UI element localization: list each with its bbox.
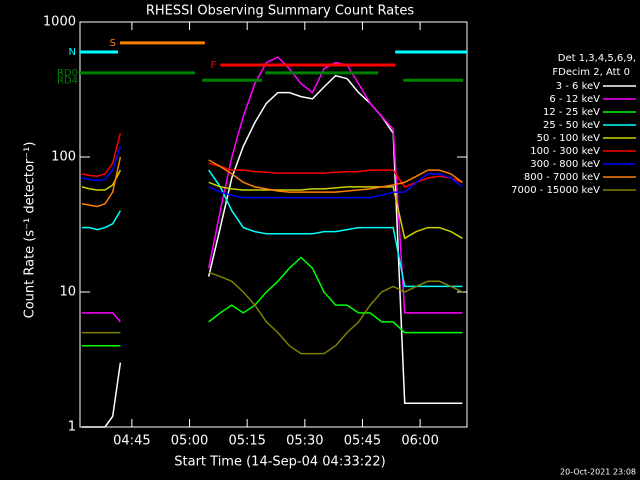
series-line (208, 162, 463, 188)
x-tick-label: 05:15 (228, 434, 265, 449)
series-line (81, 146, 122, 182)
series-line (81, 362, 122, 428)
x-tick-label: 04:45 (113, 434, 150, 449)
y-tick-label: 1000 (43, 15, 76, 30)
flag-label: N (69, 47, 76, 58)
flag-label: RD4 (57, 75, 78, 86)
series-line (208, 256, 463, 334)
legend-label: 7000 - 15000 keV (511, 185, 600, 196)
series-line (208, 181, 463, 240)
x-tick-label: 05:30 (286, 434, 323, 449)
plot-frame (79, 21, 468, 428)
series-line (208, 271, 463, 355)
timestamp: 20-Oct-2021 23:08 (560, 468, 636, 477)
series-line (207, 74, 463, 404)
legend-label: 50 - 100 keV (537, 133, 601, 144)
y-tick-label: 100 (51, 150, 76, 165)
y-tick-label: 1 (68, 420, 76, 435)
x-tick-label: 06:00 (401, 434, 438, 449)
legend-label: 800 - 7000 keV (524, 172, 600, 183)
y-tick-label: 10 (59, 285, 76, 300)
series-line (207, 56, 463, 314)
series-line (81, 133, 122, 178)
legend-label: 25 - 50 keV (543, 120, 600, 131)
legend-header: Det 1,3,4,5,6,9, (558, 53, 636, 64)
legend-label: 3 - 6 keV (556, 81, 600, 92)
legend-label: 12 - 25 keV (543, 107, 600, 118)
series-line (208, 159, 463, 193)
chart-title: RHESSI Observing Summary Count Rates (146, 4, 415, 19)
legend-label: 300 - 800 keV (530, 159, 600, 170)
legend-label: 6 - 12 keV (549, 94, 600, 105)
series-line (81, 169, 122, 191)
series-line (208, 169, 463, 288)
series-line (81, 210, 122, 231)
y-axis-label: Count Rate (s⁻¹ detector⁻¹) (23, 142, 38, 319)
series-line (208, 173, 463, 199)
series-line (81, 156, 122, 208)
flag-label: S (110, 38, 116, 49)
series-line (81, 312, 121, 323)
x-tick-label: 05:45 (344, 434, 381, 449)
flag-label: RD0 (57, 68, 78, 79)
flag-label: F (211, 60, 217, 71)
legend-header: FDecim 2, Att 0 (552, 67, 630, 78)
x-tick-label: 05:00 (171, 434, 208, 449)
legend-label: 100 - 300 keV (530, 146, 600, 157)
x-axis-label: Start Time (14-Sep-04 04:33:22) (174, 455, 385, 470)
